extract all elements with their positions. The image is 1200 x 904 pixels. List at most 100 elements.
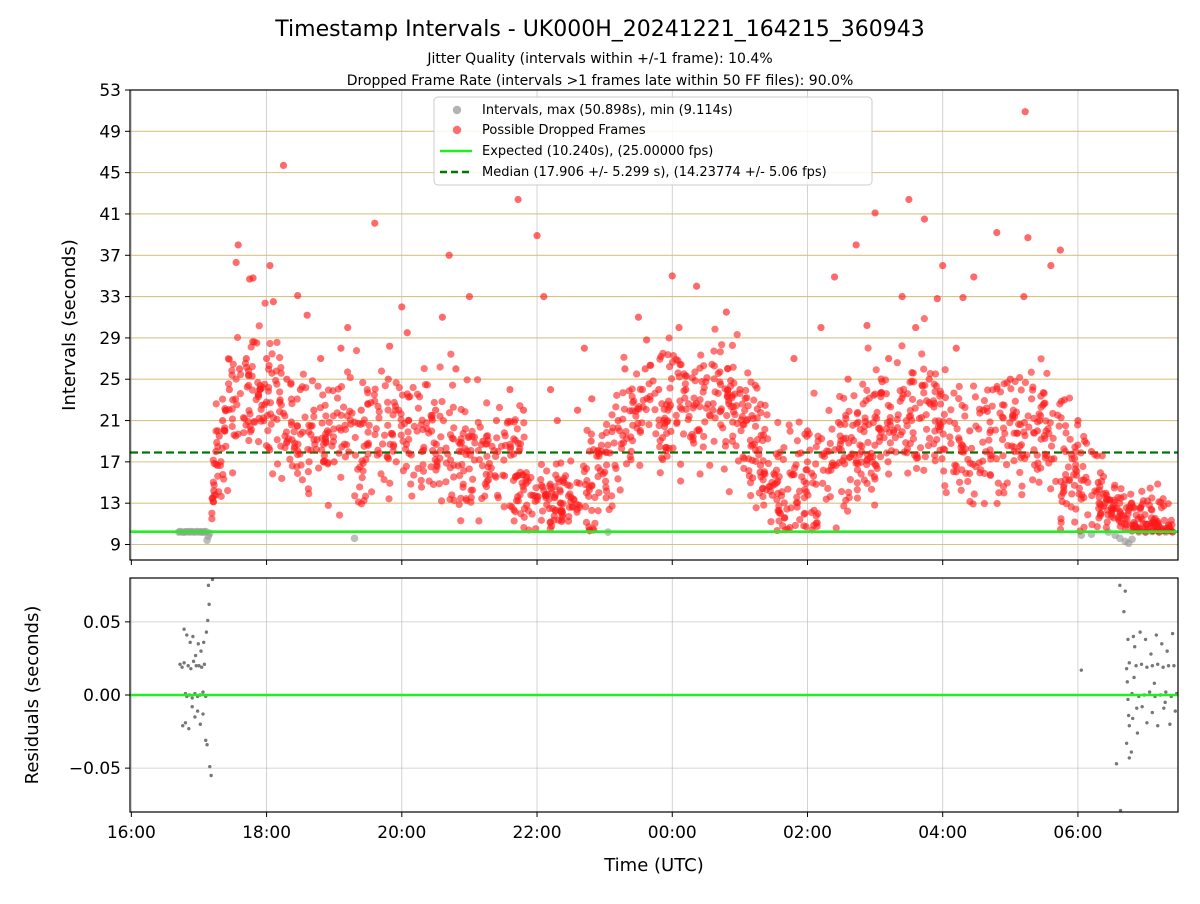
dropped-frame-point: [655, 385, 663, 394]
residual-point: [1143, 637, 1148, 642]
dropped-frame-point: [508, 503, 516, 511]
dropped-frame-point: [483, 452, 491, 460]
dropped-frame-point: [925, 375, 933, 383]
dropped-frame-point: [513, 425, 521, 433]
dropped-frame-point: [1012, 408, 1021, 416]
dropped-frame-point: [359, 467, 367, 475]
dropped-frame-point: [470, 456, 479, 464]
dropped-frame-point: [887, 447, 896, 455]
dropped-frame-point: [746, 479, 755, 487]
dropped-frame-point: [706, 412, 715, 420]
dropped-frame-point: [858, 442, 866, 450]
dropped-frame-point: [1154, 480, 1162, 488]
dropped-frame-point: [278, 474, 286, 483]
dropped-frame-point: [832, 524, 840, 532]
dropped-frame-point: [264, 427, 272, 435]
dropped-frame-point: [1080, 493, 1088, 502]
dropped-frame-point: [358, 474, 366, 482]
dropped-frame-point: [478, 494, 486, 503]
dropped-frame-point: [975, 459, 983, 467]
dropped-frame-point: [629, 421, 637, 429]
dropped-frame-point: [351, 492, 359, 500]
dropped-frame-point: [803, 427, 812, 435]
dropped-frame-point: [747, 442, 755, 450]
dropped-frame-point: [837, 487, 846, 496]
dropped-frame-point: [497, 442, 506, 450]
dropped-frame-point: [224, 380, 233, 388]
dropped-frame-point: [750, 396, 758, 404]
dropped-frame-point: [601, 477, 610, 485]
dropped-frame-point: [234, 241, 242, 249]
dropped-frame-point: [242, 421, 250, 429]
dropped-frame-point: [853, 410, 861, 418]
dropped-frame-point: [1030, 446, 1038, 454]
dropped-frame-point: [629, 399, 637, 407]
dropped-frame-point: [904, 469, 912, 477]
legend-box: [433, 96, 873, 186]
dropped-frame-point: [419, 425, 427, 434]
dropped-frame-point: [301, 413, 309, 421]
dropped-frame-point: [759, 457, 767, 465]
dropped-frame-point: [351, 433, 359, 442]
dropped-frame-point: [273, 460, 282, 468]
dropped-frame-point: [335, 449, 343, 457]
residuals-axis-ticks: 16:00 18:00 20:00 22:00 00:00 02:00 04:00 06:00…: [69, 613, 1103, 843]
dropped-frame-point: [1017, 441, 1026, 449]
dropped-frame-point: [676, 460, 685, 468]
residual-point: [1118, 808, 1123, 813]
residual-point: [197, 664, 201, 668]
dropped-frame-point: [236, 370, 245, 379]
residual-point: [1160, 642, 1164, 646]
dropped-frame-point: [716, 368, 724, 376]
dropped-frame-point: [1024, 234, 1032, 242]
dropped-frame-point: [795, 418, 803, 426]
dropped-frame-point: [281, 443, 289, 452]
residual-point: [187, 726, 191, 731]
dropped-frame-point: [1039, 389, 1047, 397]
residual-point: [196, 642, 200, 646]
dropped-frame-point: [610, 439, 618, 447]
dropped-frame-point: [1056, 246, 1064, 254]
dropped-frame-point: [871, 475, 879, 483]
dropped-frame-point: [812, 460, 820, 468]
dropped-frame-point: [329, 412, 337, 420]
y-tick-label: 33: [99, 288, 121, 308]
y-tick-label: 25: [99, 370, 121, 390]
dropped-frame-point: [969, 460, 977, 468]
dropped-frame-point: [672, 356, 680, 364]
dropped-frame-point: [871, 413, 879, 421]
residual-point: [1132, 675, 1136, 680]
dropped-frame-point: [250, 417, 258, 426]
dropped-frame-point: [880, 434, 888, 442]
residual-point: [1125, 680, 1129, 684]
dropped-frame-point: [912, 464, 921, 473]
dropped-frame-point: [507, 451, 515, 459]
dropped-frame-point: [557, 507, 565, 515]
dropped-frame-point: [433, 461, 441, 469]
legend-marker-dropped: [452, 125, 462, 135]
dropped-frame-point: [377, 470, 385, 478]
dropped-frame-point: [1102, 523, 1110, 532]
dropped-frame-point: [356, 483, 364, 491]
dropped-frame-point: [982, 448, 990, 456]
dropped-frame-point: [511, 416, 519, 424]
dropped-frame-point: [970, 273, 978, 281]
dropped-frame-point: [679, 430, 688, 438]
dropped-frame-point: [268, 350, 276, 358]
dropped-frame-point: [573, 478, 581, 487]
dropped-frame-point: [307, 446, 315, 454]
dropped-frame-point: [1117, 494, 1125, 502]
dropped-frame-point: [232, 432, 240, 440]
dropped-frame-point: [1057, 518, 1065, 527]
dropped-frame-point: [384, 398, 392, 406]
residual-point: [1166, 664, 1171, 668]
dropped-frame-point: [690, 439, 698, 447]
dropped-frame-point: [803, 466, 811, 474]
dropped-frame-point: [842, 411, 850, 419]
dropped-frame-point: [550, 512, 558, 520]
dropped-frame-point: [214, 472, 222, 480]
dropped-frame-point: [964, 477, 972, 486]
dropped-frame-point: [636, 426, 645, 435]
dropped-frame-point: [796, 516, 804, 524]
dropped-frame-point: [228, 415, 237, 423]
